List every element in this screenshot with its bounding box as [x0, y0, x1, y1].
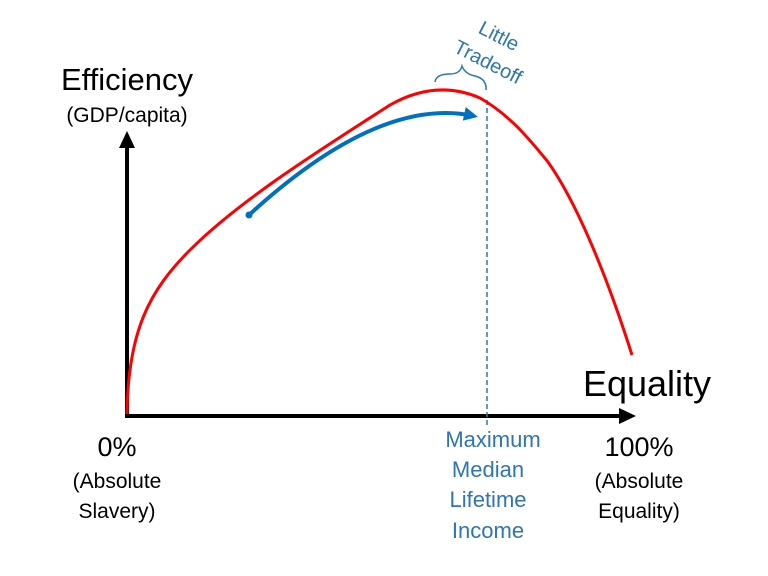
movement-start [245, 211, 253, 219]
x-axis-arrow [619, 408, 636, 424]
max-label: Maximum [445, 427, 540, 452]
right-percent: 100% [604, 432, 673, 462]
y-axis-arrow [119, 131, 135, 148]
right-label: (Absolute [595, 470, 684, 493]
left-label: (Absolute [73, 470, 162, 493]
right-label: Equality) [598, 500, 680, 523]
x-axis-title: Equality [583, 363, 711, 404]
y-axis-subtitle: (GDP/capita) [66, 104, 187, 127]
y-axis-title: Efficiency [61, 62, 194, 97]
max-label: Income [452, 518, 524, 543]
max-label: Lifetime [449, 487, 526, 512]
left-percent: 0% [97, 432, 136, 462]
tradeoff-brace [434, 63, 487, 91]
max-label: Median [452, 457, 524, 482]
movement-arrow [247, 107, 478, 217]
tradeoff-curve [125, 88, 634, 415]
left-label: Slavery) [78, 500, 155, 523]
